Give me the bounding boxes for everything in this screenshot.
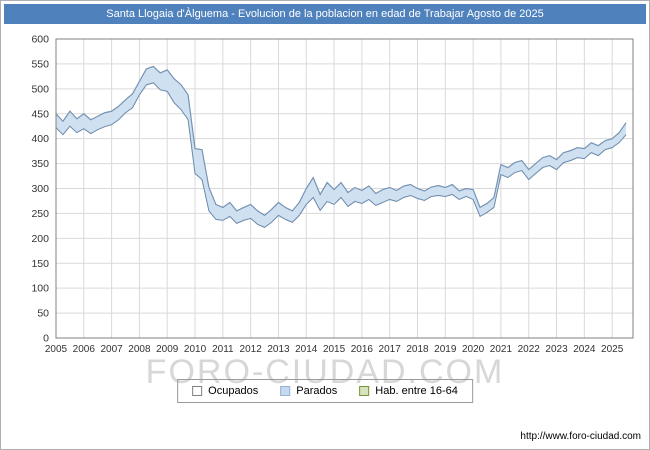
x-tick-label: 2013 (267, 344, 290, 355)
y-tick-label: 600 (31, 34, 49, 46)
population-chart: 0 50 100 150 200 250 300 350 400 450 500 550 600 2005… (31, 34, 634, 355)
x-tick-label: 2022 (518, 344, 541, 355)
x-tick-label: 2009 (156, 344, 179, 355)
y-tick-label: 400 (31, 133, 49, 145)
x-tick-label: 2025 (601, 344, 624, 355)
chart-title: Santa Llogaia d'Àlguema - Evolucion de l… (106, 8, 544, 20)
x-tick-label: 2008 (128, 344, 151, 355)
y-tick-label: 250 (31, 208, 49, 220)
legend-swatch-hab-16-64 (359, 386, 370, 396)
x-tick-label: 2019 (434, 344, 457, 355)
ocupados-line (55, 82, 627, 228)
x-tick-label: 2015 (323, 344, 346, 355)
legend-swatch-parados (280, 386, 291, 396)
hab-16-64-line (55, 65, 627, 217)
y-tick-label: 350 (31, 158, 49, 170)
legend-item-hab-16-64: Hab. entre 16-64 (359, 385, 458, 397)
legend-label-ocupados: Ocupados (208, 385, 259, 397)
chart-title-bar: Santa Llogaia d'Àlguema - Evolucion de l… (4, 4, 646, 24)
y-tick-label: 200 (31, 233, 49, 245)
parados-band (56, 66, 627, 228)
y-tick-label: 500 (31, 83, 49, 95)
y-tick-label: 550 (31, 58, 49, 70)
y-tick-label: 0 (43, 333, 49, 345)
x-tick-label: 2010 (184, 344, 207, 355)
y-tick-label: 150 (31, 258, 49, 270)
y-tick-label: 100 (31, 283, 49, 295)
x-tick-label: 2024 (573, 344, 596, 355)
plot-border (55, 38, 634, 339)
x-tick-label: 2014 (295, 344, 318, 355)
footer-url: http://www.foro-ciudad.com (520, 431, 641, 442)
legend-label-parados: Parados (296, 385, 338, 397)
legend-swatch-ocupados (192, 386, 203, 396)
x-tick-label: 2018 (406, 344, 429, 355)
x-tick-label: 2005 (45, 344, 68, 355)
x-tick-label: 2007 (100, 344, 123, 355)
y-tick-label: 450 (31, 108, 49, 120)
x-tick-label: 2011 (212, 344, 234, 355)
legend-item-ocupados: Ocupados (192, 385, 258, 397)
y-tick-label: 300 (31, 183, 49, 195)
x-tick-label: 2017 (379, 344, 402, 355)
x-tick-label: 2020 (462, 344, 485, 355)
x-tick-label: 2021 (490, 344, 513, 355)
x-tick-label: 2006 (73, 344, 96, 355)
legend: Ocupados Parados Hab. entre 16-64 (177, 379, 473, 403)
watermark: FORO-CIUDAD.COM (145, 353, 505, 391)
x-tick-label: 2016 (351, 344, 374, 355)
legend-label-hab-16-64: Hab. entre 16-64 (375, 385, 458, 397)
x-tick-label: 2012 (240, 344, 263, 355)
legend-item-parados: Parados (280, 385, 337, 397)
y-tick-label: 50 (37, 308, 49, 320)
x-tick-label: 2023 (545, 344, 568, 355)
